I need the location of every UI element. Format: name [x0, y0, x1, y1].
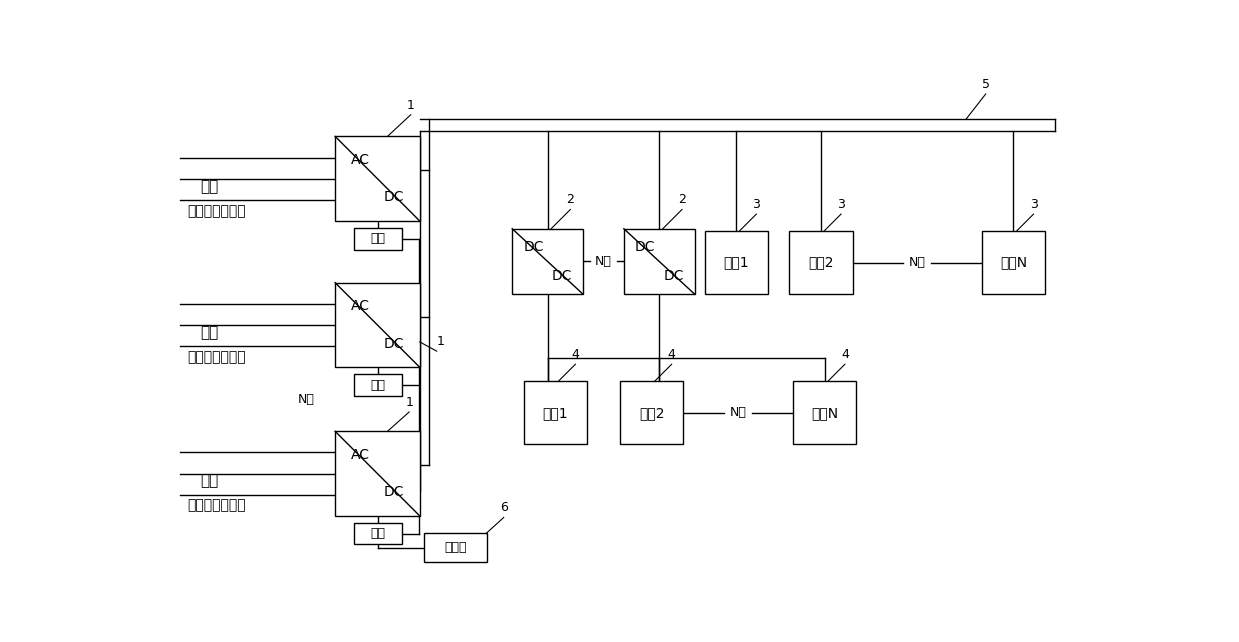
Bar: [335, 431, 420, 516]
Text: N个: N个: [730, 406, 747, 419]
Text: 负载N: 负载N: [1000, 256, 1027, 270]
Bar: [981, 231, 1044, 294]
Text: 3: 3: [838, 198, 845, 211]
Text: 负载2: 负载2: [808, 256, 834, 270]
Bar: [623, 229, 695, 294]
Bar: [424, 533, 487, 562]
Text: DC: DC: [384, 190, 405, 204]
Text: N个: N个: [297, 393, 315, 406]
Text: DC: DC: [523, 240, 544, 254]
Text: AC: AC: [351, 153, 370, 167]
Text: 通讯: 通讯: [370, 527, 385, 540]
Text: 负载N: 负载N: [812, 406, 839, 420]
Text: （单相或三相）: （单相或三相）: [187, 351, 245, 364]
Text: 1: 1: [406, 99, 415, 112]
Text: （单相或三相）: （单相或三相）: [187, 204, 245, 218]
Text: 电源: 电源: [201, 179, 218, 194]
Text: 负载1: 负载1: [543, 406, 569, 420]
Text: AC: AC: [351, 448, 370, 462]
Bar: [620, 381, 683, 444]
Bar: [512, 229, 584, 294]
Bar: [524, 381, 587, 444]
Text: 4: 4: [668, 348, 675, 361]
Text: 4: 4: [571, 348, 580, 361]
Text: 通讯: 通讯: [370, 379, 385, 392]
Text: 控制器: 控制器: [444, 541, 466, 554]
Text: 3: 3: [1030, 198, 1037, 211]
Text: N个: N个: [595, 255, 612, 268]
Bar: [705, 231, 768, 294]
Text: 2: 2: [566, 193, 575, 206]
Text: 通讯: 通讯: [370, 232, 385, 245]
Text: 5: 5: [981, 78, 990, 91]
Text: DC: DC: [663, 269, 684, 283]
Text: DC: DC: [551, 269, 572, 283]
Bar: [354, 228, 403, 250]
Bar: [335, 282, 420, 367]
Text: AC: AC: [351, 299, 370, 313]
Text: DC: DC: [384, 336, 405, 351]
Text: 负载2: 负载2: [639, 406, 664, 420]
Text: 4: 4: [841, 348, 849, 361]
Bar: [789, 231, 852, 294]
Text: 负载1: 负载1: [724, 256, 750, 270]
Bar: [354, 374, 403, 396]
Text: 6: 6: [499, 501, 508, 514]
Text: 电源: 电源: [201, 325, 218, 340]
Text: N个: N个: [908, 256, 926, 269]
Text: 3: 3: [752, 198, 761, 211]
Text: DC: DC: [634, 240, 655, 254]
Text: 2: 2: [678, 193, 686, 206]
Bar: [793, 381, 856, 444]
Bar: [354, 523, 403, 544]
Text: DC: DC: [384, 485, 405, 499]
Text: 1: 1: [436, 335, 445, 348]
Text: 1: 1: [405, 396, 413, 409]
Text: （单相或三相）: （单相或三相）: [187, 498, 245, 512]
Text: 电源: 电源: [201, 473, 218, 488]
Bar: [335, 136, 420, 221]
